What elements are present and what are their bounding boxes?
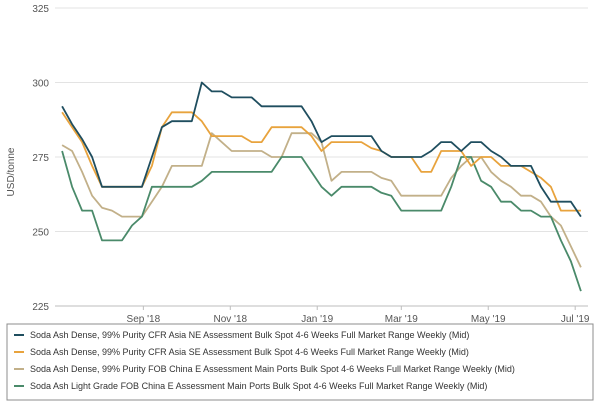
y-tick-label: 300: [32, 79, 49, 90]
x-tick-label: Mar '19: [385, 314, 418, 325]
y-tick-label: 250: [32, 228, 49, 239]
x-tick-label: Nov '18: [213, 314, 247, 325]
axes: USD/tonne 225 250 275 300 325 Sep '18 Nov '18 J…: [6, 4, 590, 325]
legend: Soda Ash Dense, 99% Purity CFR Asia NE A…: [6, 323, 594, 401]
legend-label: Soda Ash Dense, 99% Purity FOB China E A…: [30, 364, 515, 374]
y-tick-label: 275: [32, 153, 49, 164]
legend-label: Soda Ash Dense, 99% Purity CFR Asia SE A…: [30, 347, 469, 357]
legend-label: Soda Ash Dense, 99% Purity CFR Asia NE A…: [30, 330, 469, 340]
x-tick-label: Jan '19: [301, 314, 333, 325]
series-lines: [61, 81, 582, 292]
y-tick-label: 325: [32, 4, 49, 15]
x-tick-label: Jul '19: [561, 314, 590, 325]
gridlines: [55, 7, 588, 307]
series-line-2: [61, 111, 581, 212]
y-tick-label: 225: [32, 302, 49, 313]
series-line-1: [61, 81, 582, 218]
y-axis-title: USD/tonne: [6, 147, 17, 196]
legend-box: [6, 323, 594, 401]
x-tick-label: Sep '18: [127, 314, 161, 325]
x-tick-label: May '19: [471, 314, 506, 325]
series-line-3: [61, 132, 582, 268]
series-line-4: [61, 150, 582, 292]
legend-label: Soda Ash Light Grade FOB China E Assessm…: [30, 381, 487, 391]
